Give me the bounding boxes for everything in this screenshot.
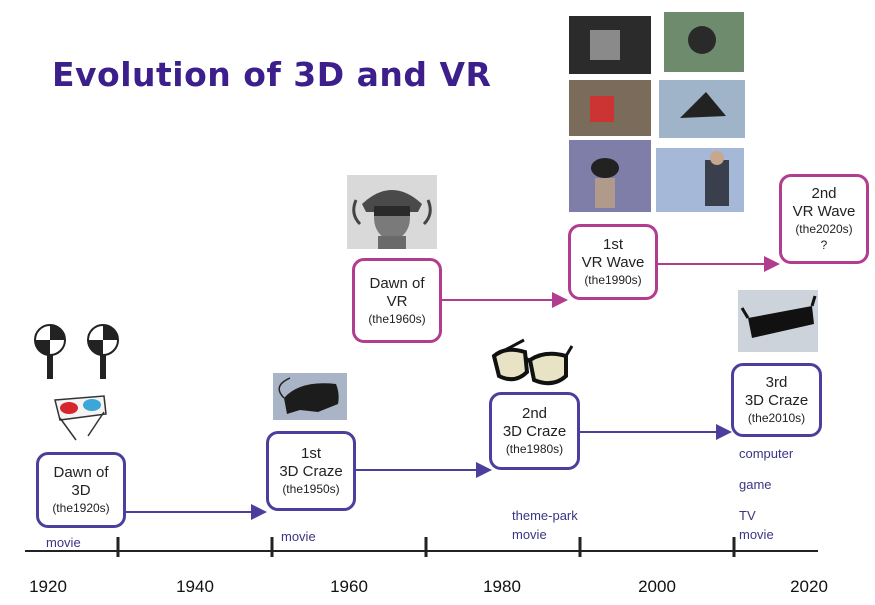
axis-label-2020: 2020 bbox=[790, 577, 828, 596]
box-line1: Dawn of bbox=[53, 464, 109, 481]
hmd-photo-1960s bbox=[347, 175, 437, 249]
box-sub: (the1950s) bbox=[282, 482, 340, 496]
note-movie-1950s: movie bbox=[281, 529, 316, 544]
box-sub: (the1990s) bbox=[584, 273, 642, 287]
note-movie-1980s: movie bbox=[512, 527, 547, 542]
vr-photo-collage-1990s bbox=[569, 12, 745, 212]
box-line2: 3D Craze bbox=[502, 423, 567, 440]
box-line1: 2nd bbox=[521, 405, 548, 422]
note-tv: TV bbox=[739, 508, 756, 523]
box-2nd-vr-wave: 2nd VR Wave (the2020s) ? bbox=[779, 174, 869, 264]
note-theme-park: theme-park bbox=[512, 508, 578, 523]
glasses-photo-1950s bbox=[273, 373, 347, 420]
page-title: Evolution of 3D and VR bbox=[52, 55, 492, 94]
box-line2: VR Wave bbox=[792, 203, 856, 220]
note-game: game bbox=[739, 477, 772, 492]
box-line1: Dawn of bbox=[369, 274, 425, 292]
box-line2: 3D bbox=[71, 482, 91, 499]
stereo-paddle-icon bbox=[34, 324, 119, 379]
box-1st-vr-wave: 1st VR Wave (the1990s) bbox=[568, 224, 658, 300]
box-sub: (the1980s) bbox=[505, 442, 564, 456]
box-line1: 1st bbox=[300, 445, 321, 462]
box-sub: (the1920s) bbox=[52, 501, 110, 515]
box-line1: 3rd bbox=[765, 374, 788, 391]
timeline-axis bbox=[25, 537, 818, 557]
box-line1: 1st bbox=[602, 236, 623, 253]
box-line1: 2nd bbox=[811, 185, 837, 202]
box-dawn-of-vr: Dawn of VR (the1960s) bbox=[352, 258, 442, 343]
note-movie-2010s: movie bbox=[739, 527, 774, 542]
glasses-icon-1980s bbox=[491, 338, 574, 386]
axis-label-1940: 1940 bbox=[176, 577, 214, 596]
axis-label-1980: 1980 bbox=[483, 577, 521, 596]
note-movie-1920s: movie bbox=[46, 535, 81, 550]
axis-label-1920: 1920 bbox=[29, 577, 67, 596]
box-3rd-3d-craze: 3rd 3D Craze (the2010s) bbox=[731, 363, 822, 437]
box-sub: (the1960s) bbox=[368, 311, 426, 326]
box-extra: ? bbox=[820, 238, 828, 252]
box-dawn-of-3d: Dawn of 3D (the1920s) bbox=[36, 452, 126, 528]
anaglyph-glasses-icon bbox=[54, 395, 107, 441]
note-computer: computer bbox=[739, 446, 794, 461]
axis-label-2000: 2000 bbox=[638, 577, 676, 596]
axis-label-1960: 1960 bbox=[330, 577, 368, 596]
box-line2: VR Wave bbox=[581, 254, 645, 271]
box-2nd-3d-craze: 2nd 3D Craze (the1980s) bbox=[489, 392, 580, 470]
box-line2: 3D Craze bbox=[279, 463, 343, 480]
box-sub: (the2010s) bbox=[747, 411, 806, 425]
box-1st-3d-craze: 1st 3D Craze (the1950s) bbox=[266, 431, 356, 511]
box-line2: 3D Craze bbox=[744, 392, 809, 409]
box-line2: VR bbox=[386, 292, 408, 310]
glasses-photo-2010s bbox=[738, 290, 818, 352]
box-sub: (the2020s) bbox=[795, 222, 853, 236]
